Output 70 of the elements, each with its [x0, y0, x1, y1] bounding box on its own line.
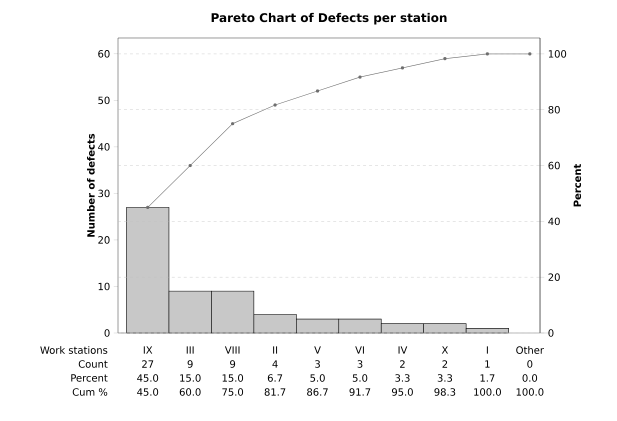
- x-tick-label: VIII: [224, 346, 240, 354]
- y-tick-label: 10: [98, 282, 110, 290]
- y2-tick-label: 80: [548, 106, 560, 114]
- x-tick-label: II: [273, 346, 278, 354]
- text: 15.0: [222, 374, 244, 382]
- data-label: 1: [485, 360, 490, 368]
- data-label: 9: [188, 360, 193, 368]
- y2-tick-label: 0: [548, 329, 554, 337]
- text: Percent: [71, 374, 108, 382]
- data-label: 2: [400, 360, 405, 368]
- data-label: 91.7: [350, 388, 370, 396]
- data-label: 45.0: [137, 388, 158, 396]
- data-label: 27: [142, 360, 154, 368]
- y2-axis-title: Percent: [574, 164, 582, 206]
- data-label: 100.0: [516, 388, 544, 396]
- text: 5.0: [310, 374, 325, 382]
- point: [231, 122, 234, 126]
- y-tick-label: 40: [98, 143, 110, 151]
- data-label: 95.0: [392, 388, 413, 396]
- y2-tick-label: 40: [548, 218, 560, 226]
- data-label: 3: [315, 360, 320, 368]
- x-tick-label: IX: [144, 346, 152, 354]
- data-label: 75.0: [222, 388, 244, 396]
- x-tick-label: I: [486, 346, 488, 354]
- point: [358, 75, 362, 79]
- x-tick-label: VI: [355, 346, 364, 354]
- text: 3.3: [395, 374, 410, 382]
- x-axis-title: Work stations: [40, 346, 108, 354]
- point: [528, 52, 532, 56]
- x-tick-label: IV: [398, 346, 408, 354]
- y-axis-title: Number of defects: [86, 134, 95, 237]
- y2-tick-label: 60: [548, 162, 560, 170]
- data-label: 3: [358, 360, 362, 368]
- x-tick-label: III: [186, 346, 194, 354]
- x-tick-label: X: [442, 346, 448, 354]
- data-label: 2: [442, 360, 448, 368]
- text: 45.0: [137, 374, 158, 382]
- data-label: 0: [527, 360, 532, 368]
- text: Cum %: [72, 388, 108, 396]
- y-tick-label: 0: [104, 329, 110, 337]
- point: [443, 57, 447, 60]
- point: [188, 164, 192, 168]
- text: 3.3: [438, 374, 452, 382]
- x-tick-label: Other: [516, 346, 544, 354]
- text: Count: [78, 360, 108, 368]
- point: [273, 103, 277, 107]
- point: [400, 66, 404, 70]
- data-label: 86.7: [307, 388, 328, 396]
- text: 6.7: [268, 374, 282, 382]
- data-label: 4: [272, 360, 278, 368]
- point: [146, 206, 150, 210]
- chart-title: Pareto Chart of Defects per station: [212, 12, 446, 24]
- text: 1.7: [480, 374, 494, 382]
- data-label: 81.7: [264, 388, 286, 396]
- data-label: 9: [230, 360, 236, 368]
- y-tick-label: 50: [98, 96, 110, 104]
- data-label: 60.0: [180, 388, 201, 396]
- y-tick-label: 60: [98, 50, 110, 58]
- text: 15.0: [180, 374, 201, 382]
- text: 5.0: [352, 374, 368, 382]
- y2-tick-label: 100: [548, 50, 566, 58]
- x-tick-label: V: [314, 346, 321, 354]
- y2-tick-label: 20: [548, 273, 560, 281]
- point: [316, 89, 320, 93]
- y-tick-label: 20: [98, 236, 110, 244]
- text: 0.0: [522, 374, 538, 382]
- point: [486, 52, 489, 56]
- data-label: 98.3: [434, 388, 456, 396]
- data-label: 100.0: [474, 388, 501, 396]
- y-tick-label: 30: [98, 190, 110, 198]
